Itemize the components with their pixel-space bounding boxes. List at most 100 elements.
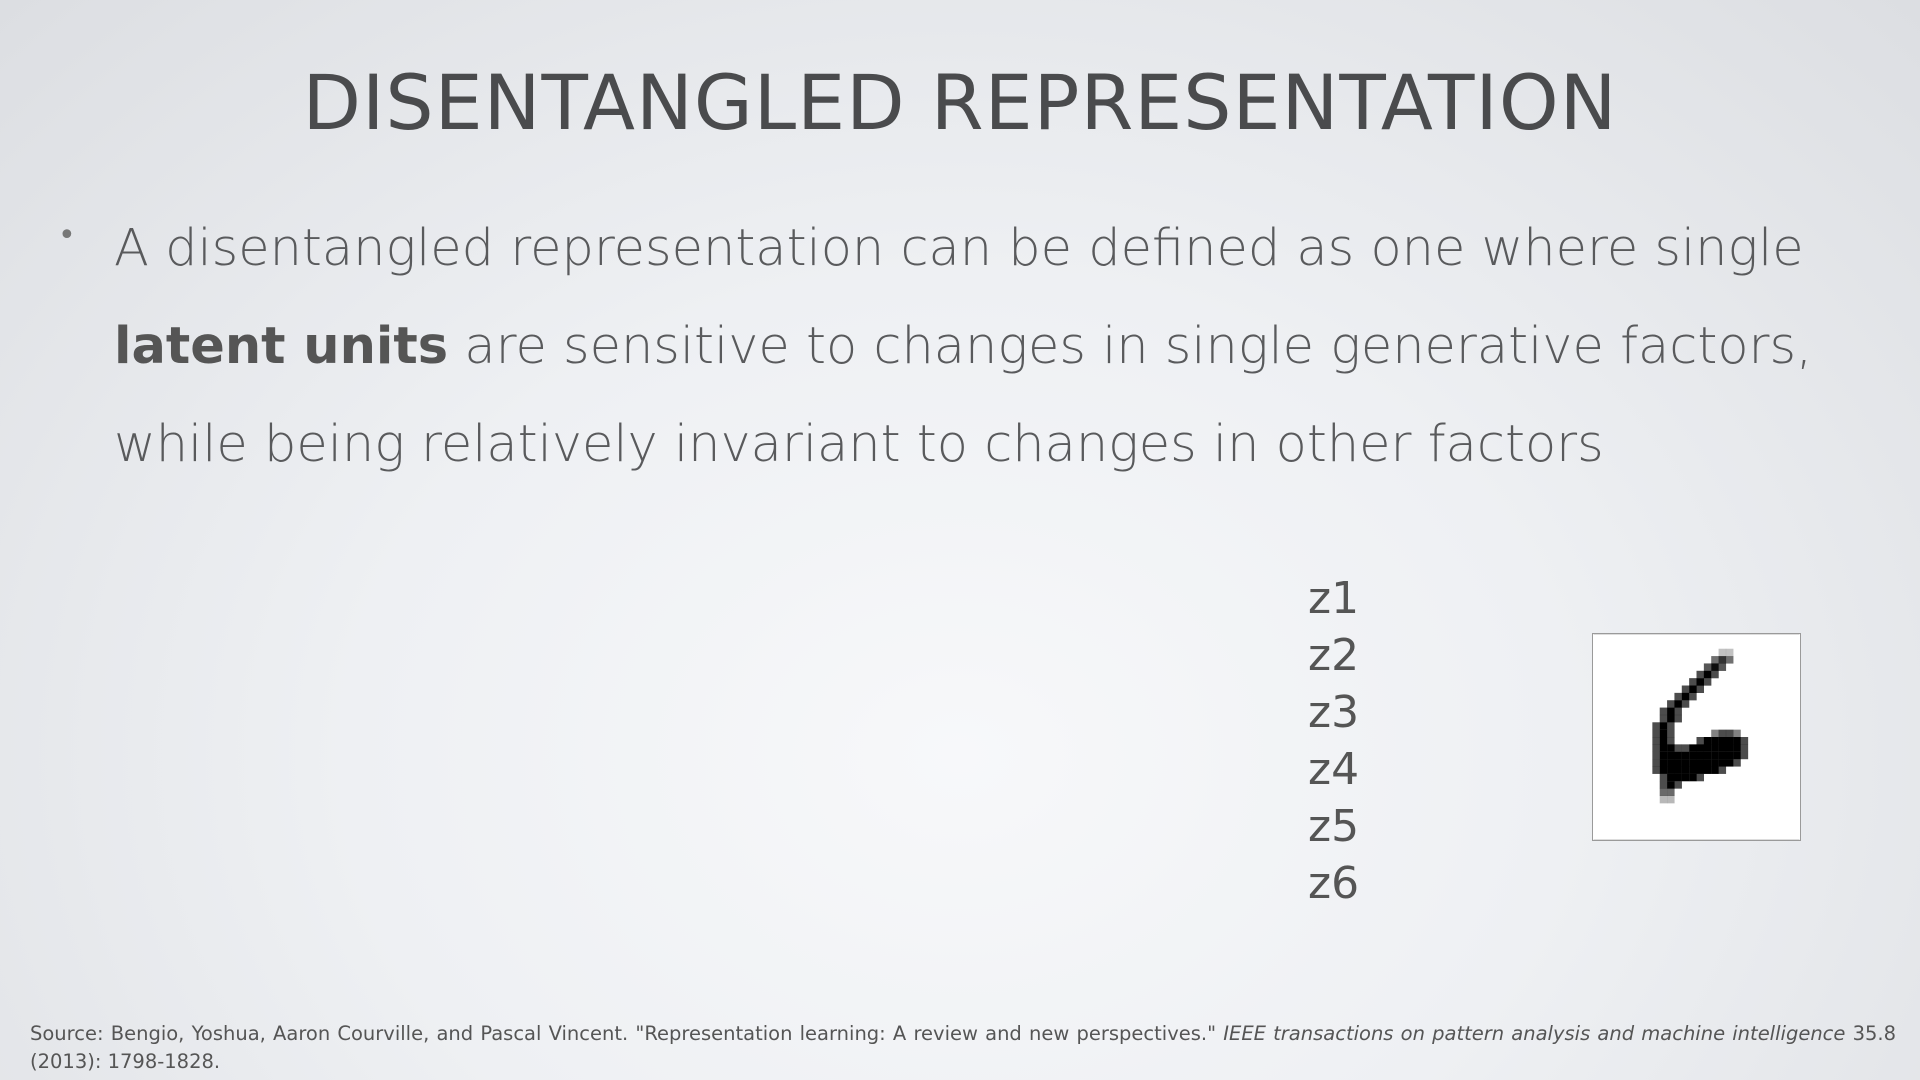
digit-pixel <box>1703 766 1712 774</box>
digit-pixel <box>1659 729 1668 738</box>
bullet-text-part1: A disentangled representation can be def… <box>114 219 1804 278</box>
digit-pixel <box>1659 744 1668 752</box>
digit-pixel <box>1659 788 1668 797</box>
digit-pixel <box>1703 759 1712 767</box>
digit-pixel <box>1696 766 1705 774</box>
digit-pixel <box>1674 707 1682 716</box>
bullet-dot-icon: • <box>58 218 76 253</box>
digit-pixel <box>1681 751 1690 760</box>
digit-pixel <box>1711 670 1719 679</box>
digit-pixel <box>1718 729 1727 738</box>
digit-pixel <box>1725 737 1734 745</box>
digit-pixel <box>1725 751 1734 760</box>
citation-journal: IEEE transactions on pattern analysis an… <box>1223 1022 1846 1045</box>
bullet-text-part2: are sensitive to changes in single gener… <box>114 317 1813 474</box>
latent-variable: z3 <box>1308 687 1360 738</box>
digit-pixel <box>1740 744 1749 752</box>
latent-variable: z2 <box>1308 630 1360 681</box>
digit-pixel <box>1711 751 1719 760</box>
digit-pixel <box>1652 766 1660 774</box>
digit-pixel <box>1689 751 1697 760</box>
digit-pixel <box>1696 773 1705 782</box>
digit-pixel <box>1703 751 1712 760</box>
bullet-item: • A disentangled representation can be d… <box>58 200 1878 494</box>
digit-pixel <box>1674 714 1682 723</box>
digit-pixel <box>1725 729 1734 738</box>
digit-pixel <box>1667 722 1675 730</box>
digit-pixel <box>1718 656 1727 664</box>
bullet-text: A disentangled representation can be def… <box>114 200 1878 494</box>
digit-pixel <box>1674 744 1682 752</box>
digit-pixel <box>1703 744 1712 752</box>
digit-pixel <box>1667 788 1675 797</box>
digit-pixel <box>1681 700 1690 708</box>
digit-pixel <box>1725 759 1734 767</box>
digit-pixel <box>1696 670 1705 679</box>
source-citation: Source: Bengio, Yoshua, Aaron Courville,… <box>30 1020 1896 1076</box>
digit-pixel <box>1740 751 1749 760</box>
digit-pixel <box>1681 685 1690 694</box>
digit-pixel <box>1652 729 1660 738</box>
digit-pixel <box>1667 737 1675 745</box>
digit-pixel <box>1667 714 1675 723</box>
digit-pixel <box>1703 737 1712 745</box>
latent-variable-list: z1 z2 z3 z4 z5 z6 <box>1308 570 1359 912</box>
digit-pixel <box>1696 685 1705 694</box>
digit-pixel <box>1659 751 1668 760</box>
digit-pixel <box>1659 795 1668 804</box>
digit-pixel <box>1725 744 1734 752</box>
digit-pixel <box>1659 759 1668 767</box>
digit-pixel <box>1689 766 1697 774</box>
digit-pixel <box>1667 795 1675 804</box>
digit-pixel <box>1711 766 1719 774</box>
digit-pixel <box>1689 759 1697 767</box>
digit-pixel <box>1711 656 1719 664</box>
citation-prefix: Source: Bengio, Yoshua, Aaron Courville,… <box>30 1022 1224 1045</box>
digit-pixel <box>1725 648 1734 657</box>
digit-pixel <box>1652 722 1660 730</box>
digit-pixel <box>1674 692 1682 701</box>
digit-pixel <box>1659 781 1668 789</box>
digit-pixel <box>1711 729 1719 738</box>
digit-pixel <box>1711 737 1719 745</box>
latent-variable: z5 <box>1308 801 1360 852</box>
digit-pixel <box>1711 744 1719 752</box>
digit-pixel <box>1718 766 1727 774</box>
digit-pixel <box>1681 759 1690 767</box>
digit-pixel <box>1667 744 1675 752</box>
digit-pixel <box>1681 744 1690 752</box>
digit-pixel <box>1733 744 1741 752</box>
digit-pixel <box>1703 670 1712 679</box>
digit-pixel <box>1659 737 1668 745</box>
bullet-text-bold: latent units <box>114 317 449 376</box>
digit-pixel <box>1718 759 1727 767</box>
latent-variable: z4 <box>1308 744 1360 795</box>
digit-pixel <box>1667 773 1675 782</box>
digit-pixel <box>1667 766 1675 774</box>
digit-pixel <box>1667 707 1675 716</box>
digit-pixel <box>1711 663 1719 671</box>
digit-pixel <box>1696 759 1705 767</box>
digit-pixel <box>1667 759 1675 767</box>
digit-pixel <box>1652 751 1660 760</box>
digit-pixel <box>1718 751 1727 760</box>
digit-pixel <box>1696 678 1705 686</box>
digit-pixel <box>1711 759 1719 767</box>
digit-pixel <box>1681 766 1690 774</box>
digit-pixel <box>1689 773 1697 782</box>
digit-pixel <box>1740 737 1749 745</box>
digit-pixel <box>1718 648 1727 657</box>
digit-pixel <box>1689 744 1697 752</box>
digit-pixel <box>1652 737 1660 745</box>
digit-pixel <box>1733 751 1741 760</box>
digit-pixel <box>1674 759 1682 767</box>
digit-pixel <box>1659 722 1668 730</box>
digit-pixel <box>1659 707 1668 716</box>
digit-pixel <box>1652 744 1660 752</box>
digit-pixel <box>1733 729 1741 738</box>
digit-pixel <box>1659 773 1668 782</box>
digit-pixel <box>1667 751 1675 760</box>
digit-six-icon <box>1593 634 1800 840</box>
digit-pixel <box>1725 656 1734 664</box>
digit-pixel <box>1696 744 1705 752</box>
